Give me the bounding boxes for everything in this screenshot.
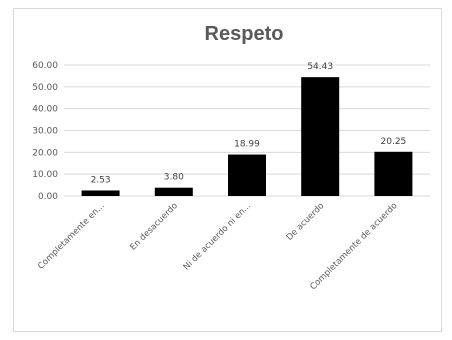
bar bbox=[301, 77, 340, 196]
chart-title: Respeto bbox=[205, 23, 284, 45]
y-tick-label: 10.00 bbox=[32, 170, 58, 180]
data-label: 3.80 bbox=[164, 173, 184, 183]
bar bbox=[154, 187, 193, 196]
x-category-label: De acuerdo bbox=[285, 201, 327, 243]
y-axis-ticks: 0.00 10.00 20.00 30.00 40.00 50.00 60.00 bbox=[32, 61, 58, 202]
y-tick-label: 60.00 bbox=[32, 61, 58, 71]
y-tick-label: 40.00 bbox=[32, 105, 58, 115]
bar bbox=[228, 154, 266, 196]
bars bbox=[81, 77, 413, 196]
data-label: 54.43 bbox=[307, 62, 333, 72]
x-category-label: Completamente en... bbox=[36, 201, 107, 272]
data-label: 2.53 bbox=[91, 175, 111, 185]
bar bbox=[81, 190, 120, 196]
y-tick-label: 20.00 bbox=[32, 148, 58, 158]
y-tick-label: 0.00 bbox=[38, 192, 58, 202]
data-labels: 2.53 3.80 18.99 54.43 20.25 bbox=[91, 62, 407, 185]
chart-container bbox=[13, 8, 442, 332]
x-category-label: En desacuerdo bbox=[128, 201, 180, 253]
x-category-label: Ni de acuerdo ni en... bbox=[182, 201, 253, 272]
x-category-label: Completamente de acuerdo bbox=[308, 201, 399, 292]
data-label: 20.25 bbox=[381, 137, 407, 147]
bar bbox=[374, 151, 413, 196]
data-label: 18.99 bbox=[234, 140, 260, 150]
x-axis-categories: Completamente en... En desacuerdo Ni de ac… bbox=[36, 201, 399, 292]
gridlines bbox=[64, 64, 430, 197]
y-tick-label: 30.00 bbox=[32, 127, 58, 137]
y-tick-label: 50.00 bbox=[32, 83, 58, 93]
